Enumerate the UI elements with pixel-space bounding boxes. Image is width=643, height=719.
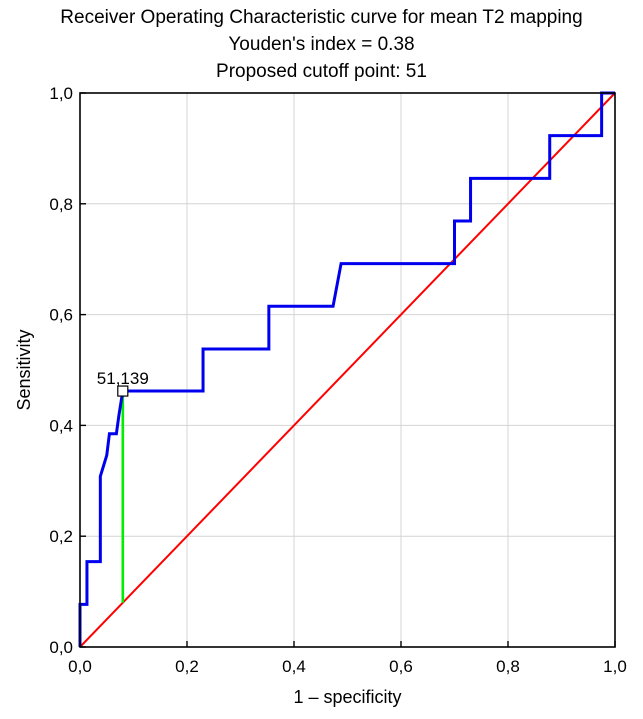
chart-title: Receiver Operating Characteristic curve … [60, 7, 583, 28]
x-tick-label: 0,8 [496, 657, 520, 676]
x-axis-title: 1 – specificity [293, 687, 401, 707]
x-tick-label: 1,0 [603, 657, 627, 676]
cutoff-value-label: 51,139 [97, 369, 149, 388]
plot-frame [79, 92, 616, 648]
y-tick-label: 0,0 [49, 638, 73, 657]
y-axis-title: Sensitivity [14, 329, 34, 410]
y-tick-label: 0,8 [49, 195, 73, 214]
x-tick-label: 0,6 [389, 657, 413, 676]
x-tick-label: 0,2 [175, 657, 199, 676]
series-layer: 51,139 [78, 91, 616, 648]
x-tick-label: 0,0 [68, 657, 92, 676]
y-tick-label: 0,2 [49, 527, 73, 546]
grid [80, 93, 615, 647]
ticks: 0,0 0,2 0,4 0,6 0,8 1,0 0,0 0,2 0,4 0,6 0,8 1,0 [49, 84, 626, 676]
x-tick-label: 0,4 [282, 657, 306, 676]
cutoff-point-marker [117, 385, 129, 397]
y-tick-label: 1,0 [49, 84, 73, 103]
y-tick-label: 0,6 [49, 306, 73, 325]
chart-titles: Receiver Operating Characteristic curve … [0, 4, 643, 85]
roc-curve-line [78, 91, 615, 647]
y-tick-label: 0,4 [49, 416, 73, 435]
reference-diagonal-line [79, 92, 616, 648]
chart-subtitle-cutoff: Proposed cutoff point: 51 [216, 61, 427, 82]
chart-subtitle-youden: Youden's index = 0.38 [228, 34, 415, 55]
